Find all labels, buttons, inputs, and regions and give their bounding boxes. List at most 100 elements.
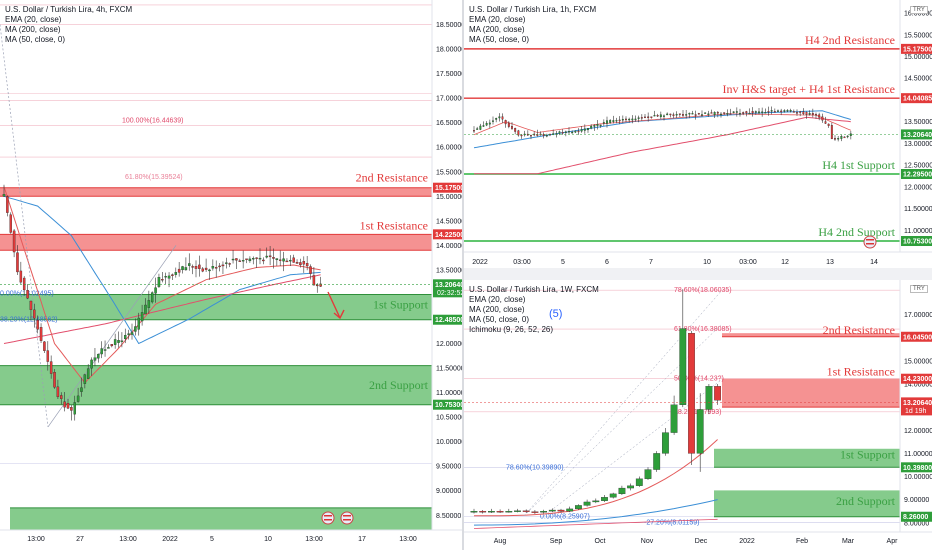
- price-tag-s1-bg: [901, 169, 932, 180]
- candle-up: [606, 120, 608, 124]
- ma200-line: [473, 518, 718, 529]
- candle-up: [571, 131, 574, 134]
- candle-up: [514, 510, 521, 512]
- candle-down: [522, 510, 530, 512]
- x-tick-label: 12: [781, 259, 789, 266]
- candle-up: [505, 511, 513, 513]
- chart-1h-svg[interactable]: H4 2nd Resistance Inv H&S target + H4 1st…: [464, 0, 932, 268]
- candle-down: [625, 118, 627, 121]
- y-tick-label: 16.00000: [436, 145, 462, 152]
- y-tick-label: 15.50000: [904, 32, 932, 39]
- candle-up: [134, 326, 137, 332]
- y-tick-label: 11.50000: [904, 206, 932, 213]
- candle-down: [214, 267, 218, 269]
- x-tick-label: 10: [703, 259, 711, 266]
- candle-up: [93, 357, 97, 361]
- legend-title: U.S. Dollar / Turkish Lira, 1W, FXCM: [469, 285, 599, 294]
- annotation-2nd-resistance: 2nd Resistance: [356, 171, 428, 185]
- chart-4h-panel[interactable]: 2nd Resistance 1st Resistance 1st Support 2…: [0, 0, 462, 550]
- ma50-line: [3, 195, 321, 345]
- candle-up: [609, 120, 612, 123]
- candle-up: [498, 116, 501, 119]
- price-tag-r2: 15.17500: [903, 46, 932, 53]
- annotation-1st-resistance: 1st Resistance: [360, 218, 428, 232]
- chart-1w-panel[interactable]: 2nd Resistance 1st Resistance 1st Support 2…: [464, 280, 932, 550]
- candle-down: [830, 125, 833, 140]
- candle-down: [818, 114, 821, 118]
- zone-1st-support: [0, 294, 432, 320]
- panel-divider-vertical[interactable]: [462, 0, 464, 550]
- price-tag-r1: 14.22500: [435, 232, 462, 239]
- panel-divider-horizontal[interactable]: [464, 268, 932, 280]
- candle-down: [235, 258, 238, 261]
- candle-up: [653, 114, 656, 117]
- y-tick-label: 11.00000: [904, 228, 932, 235]
- event-flag-stripe: [343, 515, 351, 517]
- chart-1h-panel[interactable]: H4 2nd Resistance Inv H&S target + H4 1st…: [464, 0, 932, 268]
- legend-ma200: MA (200, close): [469, 305, 525, 314]
- y-tick-label: 15.00000: [904, 358, 932, 365]
- candle-up: [675, 114, 678, 116]
- y-tick-label: 16.50000: [436, 120, 462, 127]
- candle-down: [218, 265, 221, 268]
- fib-label-b0: 0.00%(8.25907): [540, 514, 590, 521]
- candle-down: [302, 261, 306, 265]
- candle-down: [33, 309, 36, 319]
- candle-down: [305, 262, 309, 267]
- candle-up: [241, 260, 245, 262]
- legend-ichimoku: Ichimoku (9, 26, 52, 26): [469, 325, 554, 334]
- candle-up: [631, 118, 634, 121]
- price-tag-current-bg: [901, 397, 932, 416]
- y-tick-label: 13.50000: [904, 119, 932, 126]
- candle-up: [612, 120, 615, 122]
- y-tick-label: 12.00000: [904, 184, 932, 191]
- candle-down: [473, 130, 475, 132]
- legend-title: U.S. Dollar / Turkish Lira, 4h, FXCM: [5, 5, 133, 14]
- currency-button[interactable]: TRY: [910, 6, 928, 14]
- candle-up: [846, 135, 849, 138]
- candle-up: [609, 493, 617, 498]
- trend-line: [47, 245, 177, 428]
- candle-down: [26, 290, 29, 299]
- annotation-1st-support: 1st Support: [840, 448, 896, 462]
- candle-up: [73, 402, 76, 415]
- candle-down: [805, 111, 808, 115]
- event-flag-icon: [863, 235, 877, 249]
- chart-4h-svg[interactable]: 2nd Resistance 1st Resistance 1st Support 2…: [0, 0, 462, 550]
- candle-up: [735, 111, 738, 113]
- chart-4h-legend: U.S. Dollar / Turkish Lira, 4h, FXCM EMA…: [5, 5, 132, 45]
- candle-up: [83, 374, 87, 384]
- x-tick-label: Mar: [842, 538, 855, 545]
- candle-up: [685, 114, 688, 116]
- candle-up: [184, 267, 188, 271]
- chart-1w-svg[interactable]: 2nd Resistance 1st Resistance 1st Support 2…: [464, 280, 932, 550]
- candle-up: [265, 255, 268, 258]
- candle-down: [255, 257, 258, 259]
- candle-down: [802, 111, 805, 115]
- candle-up: [770, 110, 773, 112]
- candle-up: [783, 110, 786, 112]
- candle-up: [720, 113, 722, 116]
- candle-up: [590, 125, 593, 129]
- ema20-line: [474, 439, 718, 517]
- candle-up: [140, 312, 144, 322]
- legend-ma200: MA (200, close): [469, 25, 525, 34]
- candle-down: [618, 119, 621, 122]
- fib-label-500: 50.00%(14.23?): [674, 376, 724, 383]
- candle-up: [663, 115, 665, 117]
- candle-down: [824, 121, 827, 124]
- y-tick-label: 11.50000: [436, 366, 462, 373]
- candle-down: [238, 260, 242, 262]
- y-tick-label: 14.00000: [436, 243, 462, 250]
- currency-button[interactable]: TRY: [910, 285, 928, 293]
- candle-down: [272, 257, 275, 259]
- candle-up: [627, 485, 635, 489]
- event-flag-icon: [321, 511, 335, 525]
- candle-down: [198, 264, 201, 269]
- x-tick-label: Dec: [695, 538, 708, 545]
- y-tick-label: 11.00000: [436, 390, 462, 397]
- event-flag-stripe: [343, 519, 351, 521]
- candle-up: [97, 353, 100, 359]
- candle-down: [60, 395, 63, 399]
- fib-label-low2: 38.20%(12.48562): [0, 316, 58, 323]
